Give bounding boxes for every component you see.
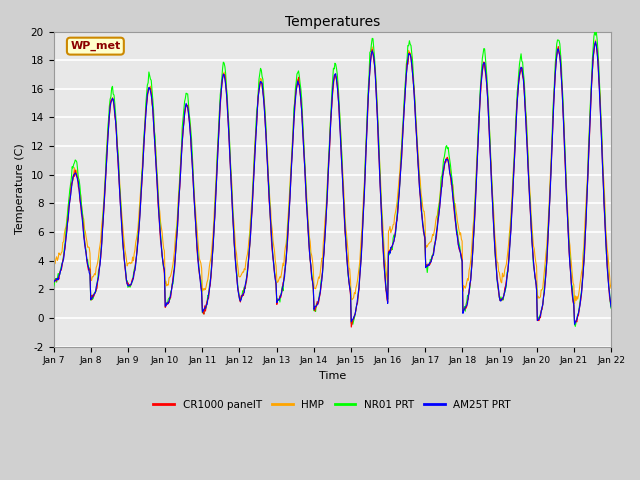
CR1000 panelT	[204, 299, 211, 304]
HMP	[571, 300, 579, 306]
NR01 PRT	[60, 252, 67, 258]
CR1000 panelT	[117, 210, 125, 216]
Line: AM25T PRT: AM25T PRT	[54, 42, 611, 324]
AM25T PRT	[117, 211, 125, 217]
Title: Temperatures: Temperatures	[285, 15, 380, 29]
NR01 PRT	[572, 324, 579, 329]
Legend: CR1000 panelT, HMP, NR01 PRT, AM25T PRT: CR1000 panelT, HMP, NR01 PRT, AM25T PRT	[149, 396, 515, 414]
HMP	[117, 201, 125, 207]
AM25T PRT	[607, 304, 615, 310]
HMP	[400, 104, 408, 110]
CR1000 panelT	[591, 41, 598, 47]
HMP	[607, 286, 615, 291]
AM25T PRT	[571, 322, 579, 327]
NR01 PRT	[204, 300, 211, 305]
NR01 PRT	[417, 192, 424, 197]
CR1000 panelT	[173, 223, 181, 229]
CR1000 panelT	[60, 254, 67, 260]
HMP	[50, 261, 58, 267]
Line: CR1000 panelT: CR1000 panelT	[54, 44, 611, 327]
CR1000 panelT	[401, 97, 408, 103]
X-axis label: Time: Time	[319, 371, 346, 381]
HMP	[417, 178, 424, 184]
HMP	[60, 239, 67, 245]
NR01 PRT	[400, 101, 408, 107]
HMP	[591, 37, 599, 43]
NR01 PRT	[607, 305, 615, 311]
HMP	[173, 210, 181, 216]
Y-axis label: Temperature (C): Temperature (C)	[15, 144, 25, 234]
HMP	[204, 279, 211, 285]
NR01 PRT	[593, 29, 600, 35]
CR1000 panelT	[50, 276, 58, 281]
AM25T PRT	[417, 192, 424, 198]
AM25T PRT	[50, 277, 58, 283]
CR1000 panelT	[607, 301, 615, 307]
CR1000 panelT	[348, 324, 355, 330]
AM25T PRT	[591, 39, 599, 45]
AM25T PRT	[60, 256, 67, 262]
AM25T PRT	[400, 109, 408, 115]
AM25T PRT	[204, 302, 211, 308]
Line: NR01 PRT: NR01 PRT	[54, 32, 611, 326]
Text: WP_met: WP_met	[70, 41, 120, 51]
AM25T PRT	[173, 223, 181, 228]
NR01 PRT	[173, 217, 181, 223]
CR1000 panelT	[417, 206, 425, 212]
NR01 PRT	[50, 284, 58, 290]
Line: HMP: HMP	[54, 40, 611, 303]
NR01 PRT	[117, 204, 125, 210]
